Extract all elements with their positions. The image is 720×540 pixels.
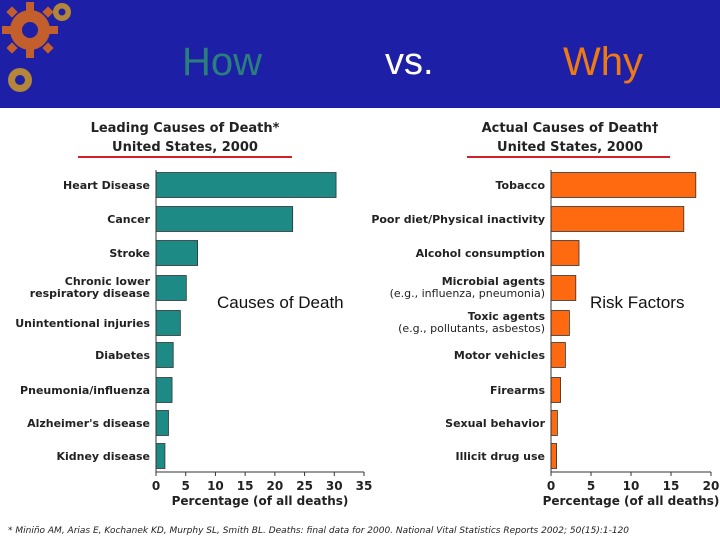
actual-category-label-3: Microbial agents (e.g., influenza, pneumo…	[390, 275, 546, 300]
leading-category-label-0: Heart Disease	[63, 179, 150, 192]
actual-causes-chart: Actual Causes of Death† United States, 20…	[371, 121, 719, 508]
leading-category-label-3: Chronic lower respiratory disease	[30, 275, 151, 300]
leading-category-label-4: Unintentional injuries	[15, 317, 150, 330]
leading-bar-0	[155, 172, 337, 198]
leading-bar-8	[155, 443, 166, 469]
actual-title-rule	[467, 156, 670, 158]
causes-of-death-label: Causes of Death	[217, 293, 344, 313]
leading-bar-7	[155, 410, 169, 436]
leading-bar-5	[155, 342, 174, 368]
header-how: How	[182, 40, 263, 84]
actual-tick-label-0: 0	[547, 479, 555, 493]
leading-bar-1	[155, 206, 294, 232]
gear-icon	[2, 2, 71, 92]
actual-subtitle: United States, 2000	[497, 140, 643, 155]
actual-category-label-4: Toxic agents (e.g., pollutants, asbestos)	[398, 310, 545, 335]
leading-title-rule	[78, 156, 292, 158]
actual-category-label-7: Sexual behavior	[445, 417, 545, 430]
leading-category-label-8: Kidney disease	[56, 450, 150, 463]
actual-tick-label-1: 5	[587, 479, 595, 493]
actual-category-label-1: Poor diet/Physical inactivity	[371, 213, 545, 226]
footnote: * Miniño AM, Arias E, Kochanek KD, Murph…	[8, 526, 630, 536]
actual-bar-6	[550, 377, 562, 403]
actual-bar-4	[550, 310, 570, 336]
leading-tick-label-1: 5	[182, 479, 190, 493]
actual-bar-2	[550, 240, 580, 266]
actual-bar-7	[550, 410, 558, 436]
leading-bar-6	[155, 377, 173, 403]
actual-title: Actual Causes of Death†	[482, 121, 659, 136]
leading-bar-4	[155, 310, 181, 336]
leading-category-label-6: Pneumonia/influenza	[20, 384, 150, 397]
leading-tick-label-2: 10	[207, 479, 224, 493]
leading-category-label-2: Stroke	[109, 247, 150, 260]
header-vs: vs.	[385, 41, 434, 83]
leading-subtitle: United States, 2000	[112, 140, 258, 155]
leading-bar-3	[155, 275, 187, 301]
leading-x-axis-label: Percentage (of all deaths)	[172, 494, 349, 508]
header-why: Why	[563, 40, 643, 84]
leading-category-label-5: Diabetes	[95, 349, 150, 362]
actual-category-label-6: Firearms	[490, 384, 545, 397]
leading-causes-chart: Leading Causes of Death* United States, 2…	[15, 121, 372, 508]
actual-category-label-2: Alcohol consumption	[416, 247, 545, 260]
actual-category-label-0: Tobacco	[496, 179, 546, 192]
leading-tick-label-5: 25	[296, 479, 313, 493]
actual-tick-label-3: 15	[663, 479, 680, 493]
header-divider	[0, 108, 720, 110]
actual-x-axis-label: Percentage (of all deaths)	[543, 494, 720, 508]
leading-tick-label-6: 30	[326, 479, 343, 493]
leading-tick-label-3: 15	[237, 479, 254, 493]
slide-header: How vs. Why	[0, 0, 720, 108]
actual-tick-label-4: 20	[703, 479, 720, 493]
actual-category-label-8: Illicit drug use	[456, 450, 545, 463]
actual-tick-label-2: 10	[623, 479, 640, 493]
leading-tick-label-4: 20	[267, 479, 284, 493]
actual-category-label-5: Motor vehicles	[454, 349, 546, 362]
leading-category-label-1: Cancer	[107, 213, 150, 226]
actual-bar-3	[550, 275, 577, 301]
risk-factors-label: Risk Factors	[590, 293, 685, 313]
leading-category-label-7: Alzheimer's disease	[27, 417, 150, 430]
actual-bar-8	[550, 443, 557, 469]
charts-area: Leading Causes of Death* United States, 2…	[15, 121, 719, 508]
actual-bar-0	[550, 172, 697, 198]
leading-tick-label-0: 0	[152, 479, 160, 493]
actual-bar-5	[550, 342, 566, 368]
leading-tick-label-7: 35	[356, 479, 373, 493]
actual-bar-1	[550, 206, 685, 232]
leading-bar-2	[155, 240, 198, 266]
leading-title: Leading Causes of Death*	[91, 121, 280, 136]
